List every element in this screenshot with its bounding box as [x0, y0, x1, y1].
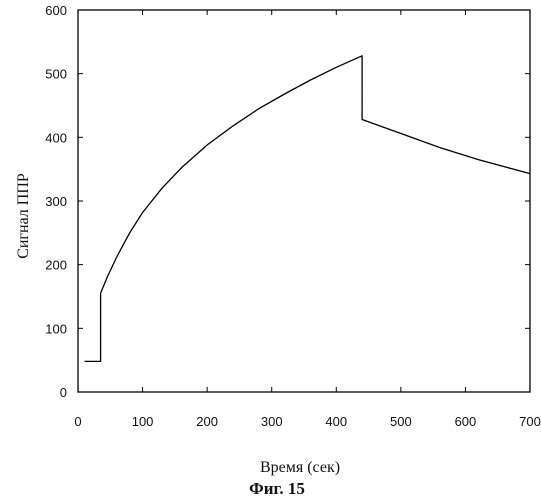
x-tick-label: 700	[519, 414, 541, 429]
axis-ticks	[78, 10, 530, 392]
figure-caption: Фиг. 15	[249, 479, 305, 498]
series-line	[85, 56, 531, 362]
x-tick-label: 600	[455, 414, 477, 429]
x-tick-label: 300	[261, 414, 283, 429]
y-tick-label: 0	[60, 385, 67, 400]
x-tick-label: 100	[132, 414, 154, 429]
y-tick-label: 500	[45, 67, 67, 82]
y-axis-label: Сигнал ППР	[15, 173, 32, 259]
y-tick-label: 400	[45, 130, 67, 145]
y-tick-label: 600	[45, 3, 67, 18]
x-tick-label: 400	[325, 414, 347, 429]
x-tick-label: 200	[196, 414, 218, 429]
tick-labels: 0 100 200 300 400 500 600 700 0 100 200 300 400 500 60…	[45, 3, 541, 429]
y-tick-label: 100	[45, 321, 67, 336]
x-tick-label: 500	[390, 414, 412, 429]
x-axis-label: Время (сек)	[260, 459, 340, 476]
y-tick-label: 300	[45, 194, 67, 209]
x-tick-label: 0	[74, 414, 81, 429]
plot-frame	[78, 10, 530, 392]
y-tick-label: 200	[45, 258, 67, 273]
